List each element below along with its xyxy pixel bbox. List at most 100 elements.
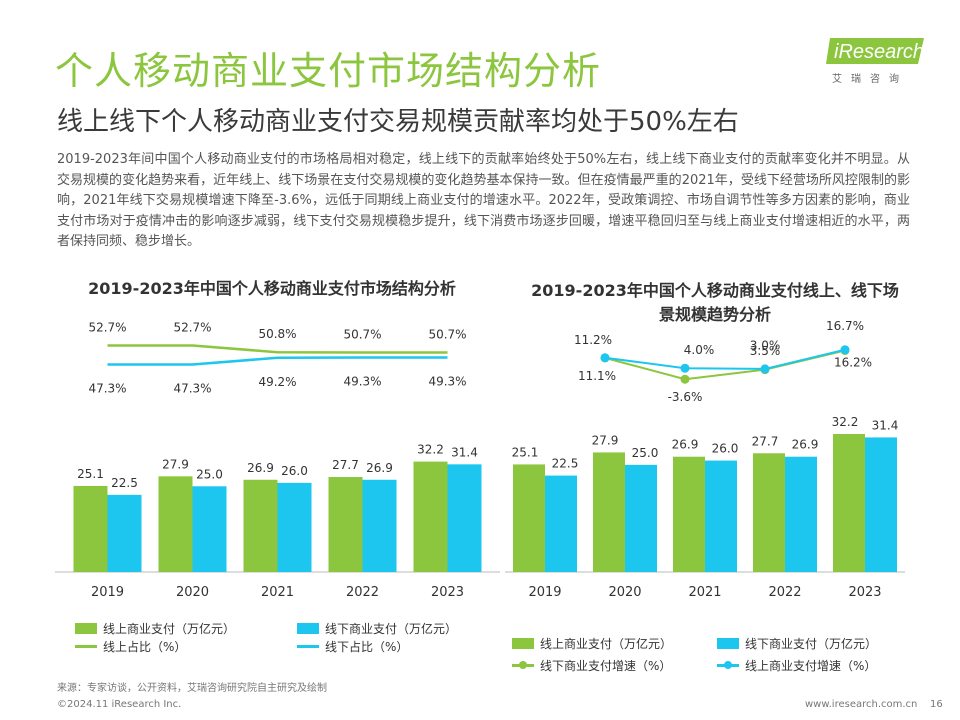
bar-online xyxy=(158,476,193,572)
legend-item-online-bar: 线上商业支付（万亿元） xyxy=(512,635,672,652)
website-link[interactable]: www.iresearch.com.cn xyxy=(805,699,918,710)
data-label: 26.9 xyxy=(366,461,393,475)
growth-point xyxy=(680,363,690,373)
growth-label: 3.5% xyxy=(750,344,781,358)
legend-item-online-growth: 线上商业支付增速（%） xyxy=(717,657,876,674)
bar-offline xyxy=(192,486,227,572)
bar-online xyxy=(833,434,865,572)
data-label: 32.2 xyxy=(417,443,444,457)
legend-label: 线上商业支付增速（%） xyxy=(745,659,877,673)
bar-online xyxy=(673,456,705,572)
growth-label: 11.2% xyxy=(574,333,612,347)
legend-label: 线上商业支付（万亿元） xyxy=(103,622,236,636)
legend-swatch xyxy=(297,645,319,648)
growth-label: 4.0% xyxy=(684,343,715,357)
bar-offline xyxy=(625,464,657,572)
share-label: 49.3% xyxy=(343,374,381,388)
offline-growth-line xyxy=(604,349,846,381)
x-tick-label: 2019 xyxy=(91,585,124,600)
page-title: 个人移动商业支付市场结构分析 xyxy=(55,49,602,93)
offline-share-line xyxy=(107,356,448,366)
data-label: 25.1 xyxy=(512,445,539,459)
chart-right-title: 2019-2023年中国个人移动商业支付线上、线下场景规模趋势分析 xyxy=(531,281,899,324)
share-label: 47.3% xyxy=(173,381,211,395)
bar-offline xyxy=(362,479,397,572)
x-tick-label: 2022 xyxy=(346,585,379,600)
online-growth-line xyxy=(604,348,846,370)
legend-item-offline-bar: 线下商业支付（万亿元） xyxy=(717,635,877,652)
data-label: 25.0 xyxy=(632,446,659,460)
legend-swatch xyxy=(717,661,739,669)
share-label: 50.7% xyxy=(343,328,381,342)
x-tick-label: 2020 xyxy=(608,585,641,600)
growth-label: 3.0% xyxy=(750,339,781,353)
share-label: 52.7% xyxy=(88,321,126,335)
logo-subtext: 艾瑞咨询 xyxy=(832,74,908,85)
growth-label: 11.1% xyxy=(578,369,616,383)
growth-label: 16.2% xyxy=(834,356,872,370)
iresearch-logo: iResearch 艾瑞咨询 xyxy=(826,34,926,85)
bar-offline xyxy=(447,464,482,572)
share-label: 47.3% xyxy=(88,381,126,395)
data-label: 26.0 xyxy=(281,464,308,478)
bar-online xyxy=(593,452,625,572)
bar-online xyxy=(328,477,363,572)
share-label: 52.7% xyxy=(173,321,211,335)
legend-left: 线上商业支付（万亿元） 线下商业支付（万亿元） 线上占比（%） 线下占比（%） xyxy=(75,620,495,660)
logo-badge: iResearch xyxy=(826,38,924,64)
bar-online xyxy=(73,485,108,572)
legend-item-offline-bar: 线下商业支付（万亿元） xyxy=(297,620,457,637)
page-number: 16 xyxy=(930,699,943,710)
body-paragraph: 2019-2023年间中国个人移动商业支付的市场格局相对稳定，线上线下的贡献率始… xyxy=(57,152,910,249)
legend-item-offline-share: 线下占比（%） xyxy=(297,638,408,655)
data-label: 26.9 xyxy=(672,438,699,452)
bar-offline xyxy=(785,456,817,572)
x-tick-label: 2022 xyxy=(768,585,801,600)
share-label: 50.8% xyxy=(258,327,296,341)
legend-swatch xyxy=(717,638,739,649)
growth-point xyxy=(680,374,690,384)
share-label: 49.2% xyxy=(258,375,296,389)
growth-label: 16.7% xyxy=(826,319,864,333)
legend-item-online-share: 线上占比（%） xyxy=(75,638,186,655)
data-label: 26.9 xyxy=(247,461,274,475)
legend-swatch xyxy=(75,623,97,634)
growth-point xyxy=(600,353,610,363)
data-label: 31.4 xyxy=(872,418,899,432)
data-label: 27.7 xyxy=(332,458,359,472)
data-label: 25.0 xyxy=(196,467,223,481)
bar-online xyxy=(243,479,278,572)
growth-point xyxy=(760,364,770,374)
legend-swatch xyxy=(297,623,319,634)
data-label: 27.9 xyxy=(162,457,189,471)
growth-point xyxy=(840,345,850,355)
share-label: 49.3% xyxy=(428,374,466,388)
logo-text: iResearch xyxy=(834,41,924,63)
growth-label: -3.6% xyxy=(668,390,703,404)
data-label: 27.7 xyxy=(752,434,779,448)
data-label: 27.9 xyxy=(592,433,619,447)
legend-label: 线上占比（%） xyxy=(103,640,187,654)
bar-offline xyxy=(705,460,737,572)
share-label: 50.7% xyxy=(428,328,466,342)
x-tick-label: 2020 xyxy=(176,585,209,600)
legend-right: 线上商业支付（万亿元） 线下商业支付（万亿元） 线下商业支付增速（%） 线上商业… xyxy=(512,635,932,675)
legend-swatch xyxy=(75,645,97,648)
data-label: 26.9 xyxy=(792,438,819,452)
bar-offline xyxy=(277,482,312,572)
legend-swatch xyxy=(512,661,534,669)
bar-offline xyxy=(865,437,897,572)
data-label: 32.2 xyxy=(832,415,859,429)
chart-left-title: 2019-2023年中国个人移动商业支付市场结构分析 xyxy=(88,279,456,298)
data-label: 26.0 xyxy=(712,442,739,456)
right-chart: 2019 25.1 22.5 2020 27.9 25.0 2021 26.9 26.0 2022… xyxy=(505,319,905,600)
legend-label: 线下商业支付（万亿元） xyxy=(745,637,878,651)
source-note: 来源：专家访谈，公开资料，艾瑞咨询研究院自主研究及绘制 xyxy=(57,683,327,694)
legend-label: 线上商业支付（万亿元） xyxy=(540,637,673,651)
legend-swatch xyxy=(512,638,534,649)
bar-offline xyxy=(545,475,577,572)
left-chart: 2019 25.1 22.5 2020 27.9 25.0 2021 26.9 26.0 2022… xyxy=(55,321,500,600)
x-tick-label: 2021 xyxy=(688,585,721,600)
legend-label: 线下占比（%） xyxy=(325,640,409,654)
legend-item-offline-growth: 线下商业支付增速（%） xyxy=(512,657,671,674)
